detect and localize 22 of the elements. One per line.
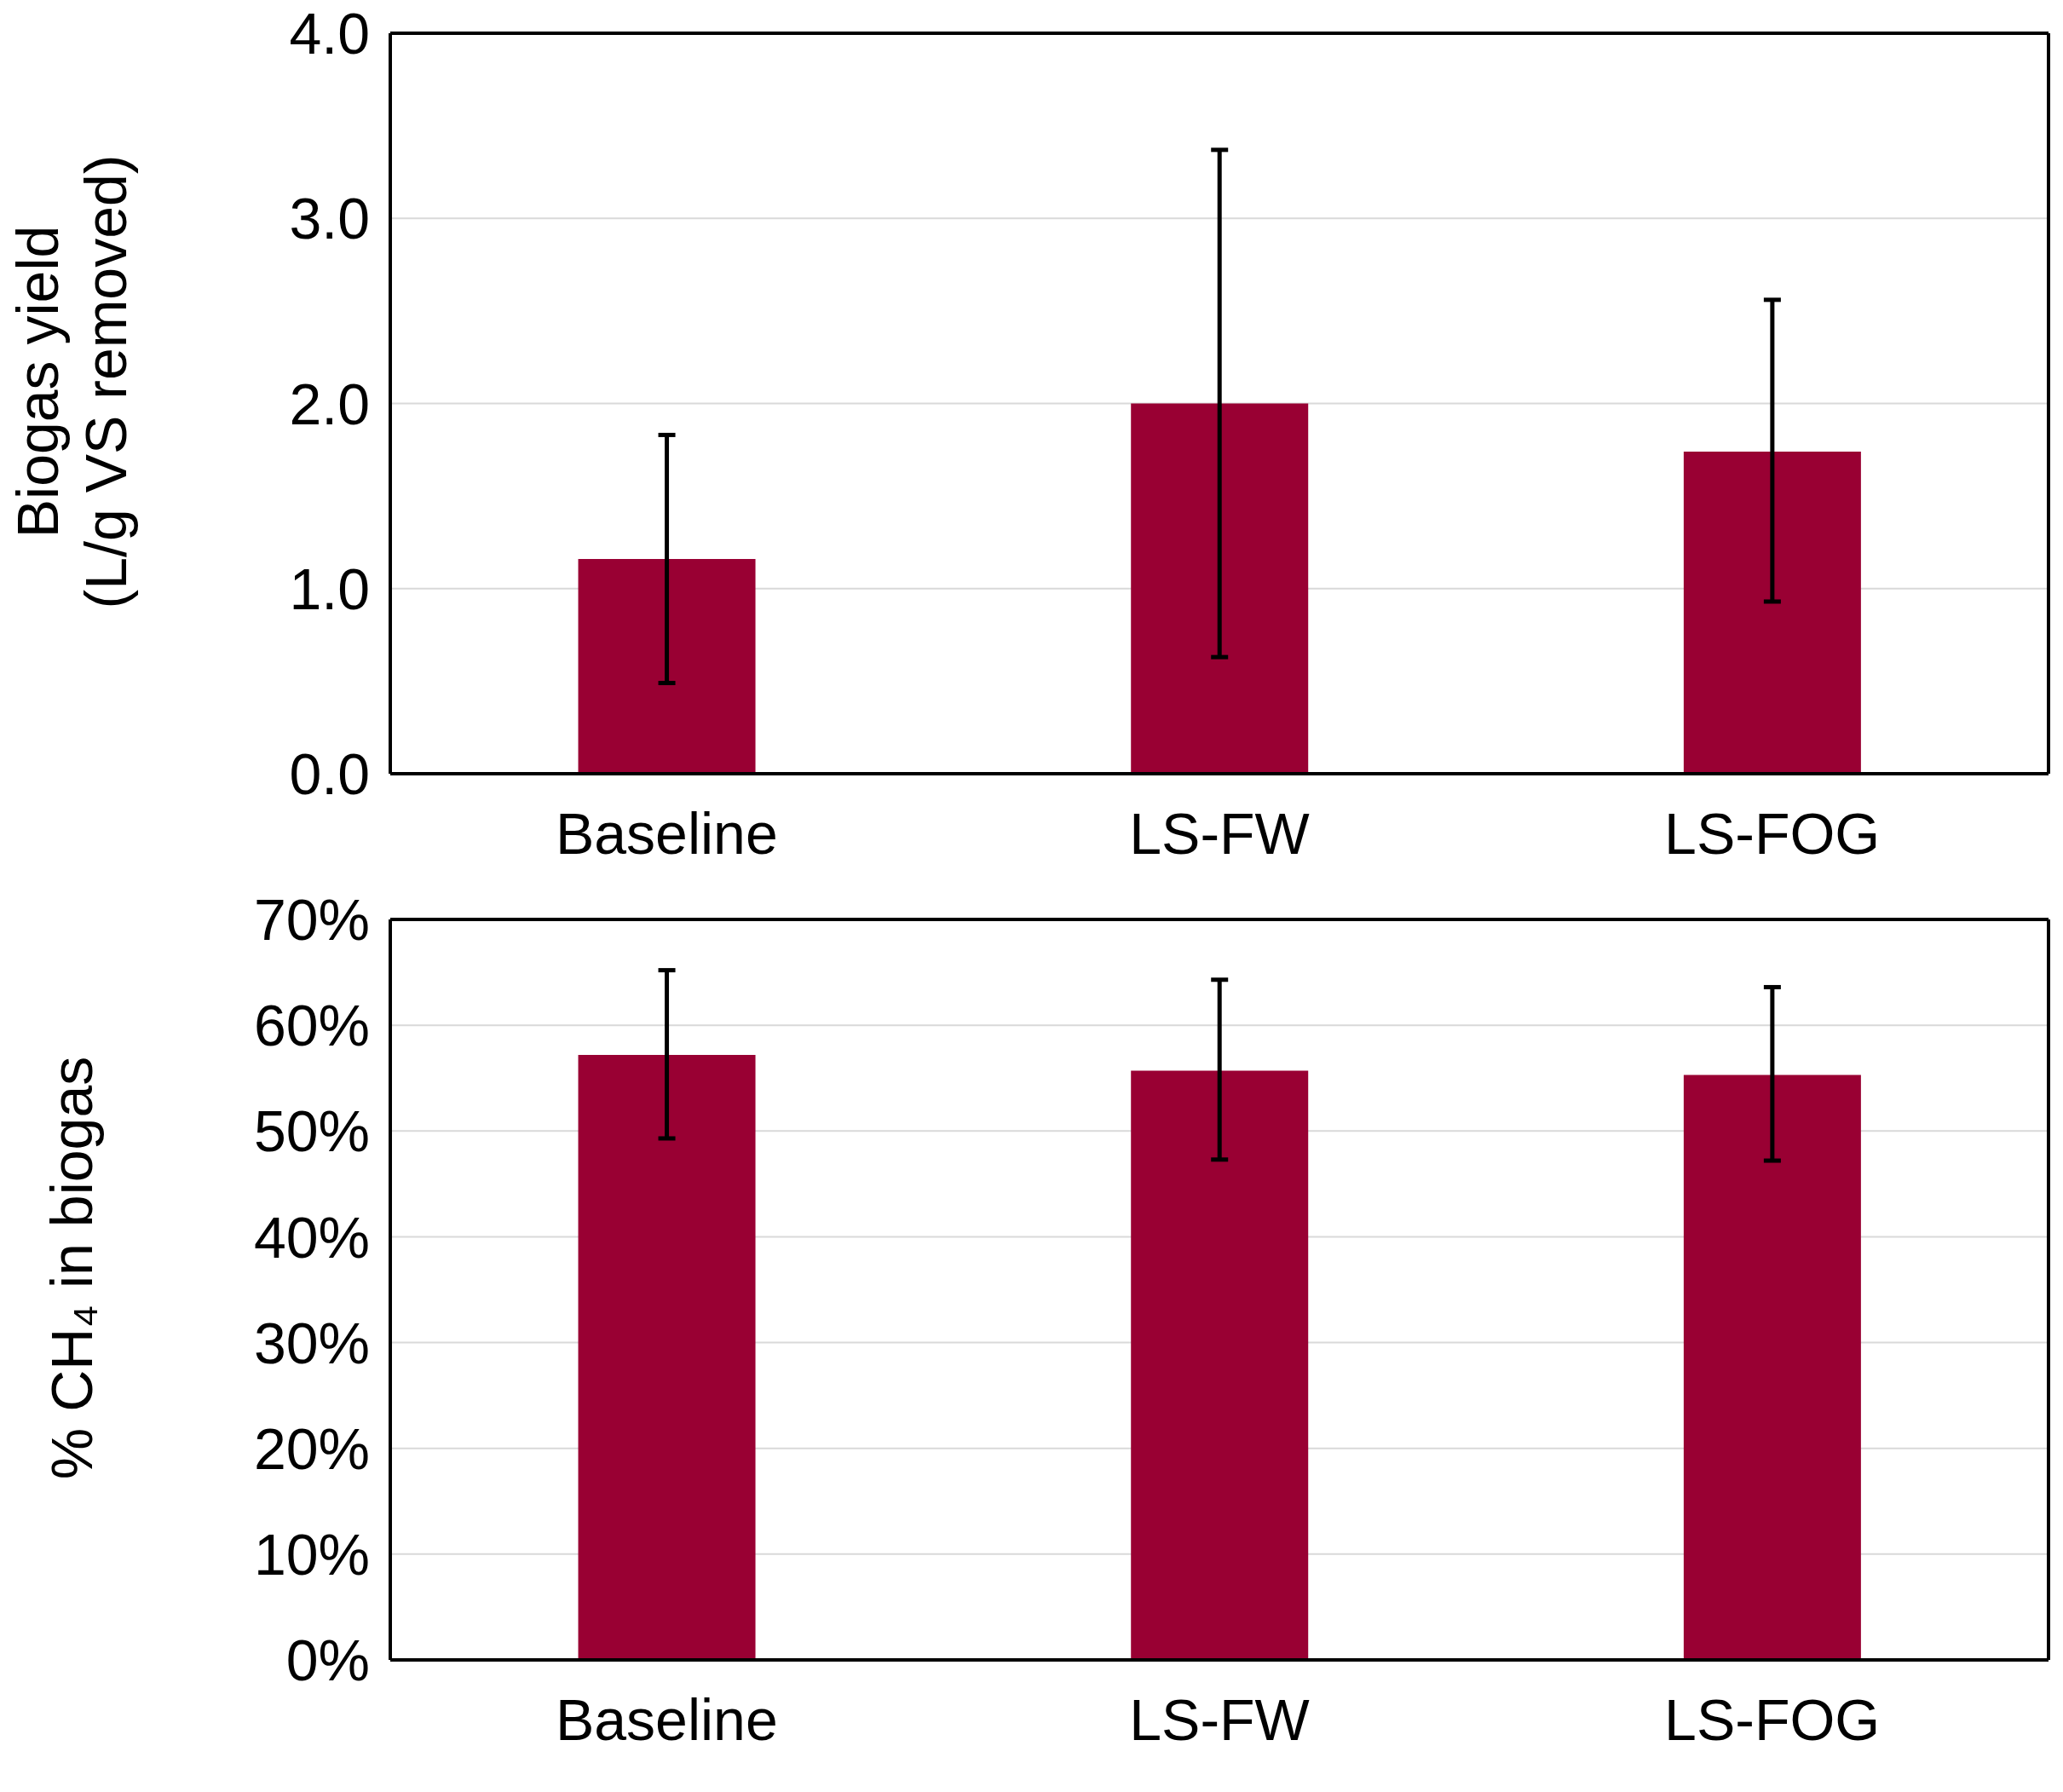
x-tick-label: Baseline: [555, 1687, 778, 1753]
y-tick-label: 1.0: [289, 556, 370, 621]
x-tick-label: LS-FOG: [1664, 1687, 1881, 1753]
y-tick-label: 0.0: [289, 741, 370, 807]
y-tick-label: 4.0: [289, 1, 370, 66]
y-tick-label: 30%: [253, 1310, 370, 1375]
y-axis-title: % CH₄ in biogas: [39, 1056, 104, 1480]
y-tick-label: 40%: [253, 1204, 370, 1270]
y-tick-label: 60%: [253, 993, 370, 1058]
y-tick-label: 50%: [253, 1098, 370, 1164]
y-tick-label: 10%: [253, 1522, 370, 1587]
x-tick-label: LS-FW: [1129, 1687, 1310, 1753]
x-tick-label: Baseline: [555, 801, 778, 867]
y-tick-label: 70%: [253, 887, 370, 953]
x-tick-label: LS-FW: [1129, 801, 1310, 867]
y-axis-title: Biogas yield (L/g VS removed): [5, 154, 138, 609]
x-tick-label: LS-FOG: [1664, 801, 1881, 867]
y-tick-label: 3.0: [289, 186, 370, 251]
y-tick-label: 0%: [285, 1628, 370, 1693]
bar: [1683, 451, 1861, 774]
y-tick-label: 20%: [253, 1415, 370, 1481]
y-tick-label: 2.0: [289, 371, 370, 436]
